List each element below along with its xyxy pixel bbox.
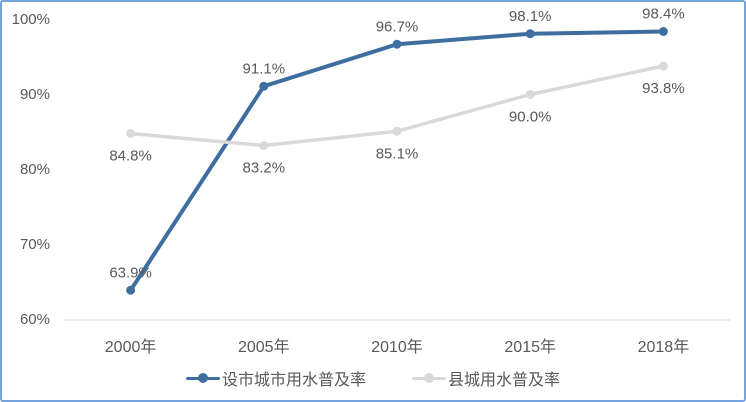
data-point-marker [392,126,402,136]
data-point-marker [658,27,668,36]
x-tick-label: 2010年 [371,338,423,356]
data-point-label: 91.1% [243,60,286,77]
data-point-marker [658,61,668,71]
data-point-marker [525,29,535,39]
legend: 设市城市用水普及率 县城用水普及率 [2,366,744,390]
legend-label: 设市城市用水普及率 [221,372,366,389]
data-point-label: 90.0% [509,109,552,126]
x-tick-label: 2015年 [504,338,556,356]
data-point-marker [259,81,269,91]
data-point-marker [259,141,269,150]
line-marker-icon [412,373,446,384]
y-tick-label: 100% [12,11,50,28]
data-point-marker [392,39,402,49]
x-tick-label: 2005年 [238,338,290,356]
legend-label: 县城用水普及率 [448,372,561,389]
data-point-label: 63.9% [109,264,152,281]
x-tick-label: 2000年 [105,338,157,356]
y-tick-label: 90% [20,86,50,103]
line-marker-icon [185,373,220,384]
y-tick-label: 60% [20,311,50,328]
data-point-label: 83.2% [243,160,286,177]
data-point-label: 98.1% [509,8,552,25]
x-tick-label: 2018年 [638,338,690,356]
data-point-marker [525,90,535,99]
data-point-marker [126,129,136,138]
legend-item-county-series: 县城用水普及率 [412,366,560,390]
data-point-marker [126,285,136,295]
data-point-label: 98.4% [642,6,685,23]
legend-item-city-series: 设市城市用水普及率 [185,366,366,390]
data-point-label: 84.8% [109,148,152,165]
data-point-label: 96.7% [376,18,419,35]
legend-dot-icon [197,373,208,383]
y-tick-label: 80% [20,161,50,178]
data-point-label: 93.8% [642,80,685,97]
y-tick-label: 70% [20,236,50,253]
legend-dot-icon [424,373,434,383]
data-point-label: 85.1% [376,145,419,162]
